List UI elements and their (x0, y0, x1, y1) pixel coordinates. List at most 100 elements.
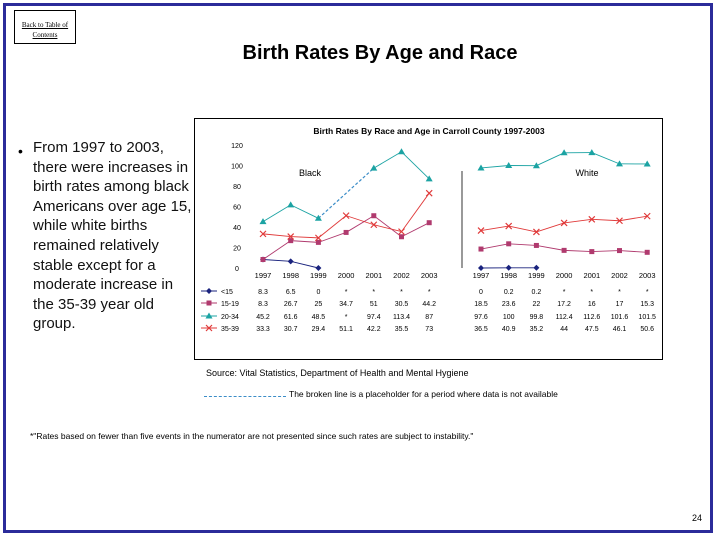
data-label-black-a35_39: 30.7 (284, 326, 298, 333)
data-label-black-a20_34: 48.5 (312, 314, 326, 321)
y-tick-label: 0 (235, 266, 239, 273)
white-a15_19-point (589, 249, 595, 255)
y-tick-label: 40 (233, 225, 241, 232)
white-a35_39-segment (480, 225, 509, 232)
black-a35_39-point (314, 234, 322, 242)
birth-rate-chart: Birth Rates By Race and Age in Carroll C… (201, 126, 656, 333)
data-label-black-a20_34: 97.4 (367, 314, 381, 321)
white-a20_34-point (505, 162, 513, 168)
data-label-black-a20_34: 87 (425, 314, 433, 321)
y-tick-label: 20 (233, 246, 241, 253)
data-label-white-a20_34: 97.6 (474, 314, 488, 321)
slide-frame (3, 3, 713, 533)
data-label-black-a35_39: 42.2 (367, 326, 381, 333)
white-lt15-point (478, 265, 484, 271)
white-a15_19-point (561, 247, 567, 253)
bullet-text: From 1997 to 2003, there were increases … (33, 139, 192, 333)
white-a15_19-point (533, 242, 539, 248)
white-a15_19-point (478, 246, 484, 252)
data-label-white-a35_39: 36.5 (474, 326, 488, 333)
black-a20_34-segment (373, 151, 402, 169)
x-tick-label: 2002 (611, 271, 628, 280)
data-label-black-a15_19: 25 (315, 301, 323, 308)
black-a15_19-point (426, 220, 432, 226)
data-label-black-lt15: * (400, 289, 403, 296)
black-a15_19-point (315, 239, 321, 245)
x-tick-label: 1997 (473, 271, 490, 280)
data-label-black-lt15: * (345, 289, 348, 296)
white-a35_39-segment (619, 215, 648, 222)
x-tick-label: 1997 (255, 271, 272, 280)
white-a20_34-point (477, 164, 485, 171)
x-tick-label: 2001 (583, 271, 600, 280)
black-a35_39-point (287, 233, 295, 240)
back-to-contents-link[interactable]: Back to Table of Contents (14, 10, 76, 44)
white-a35_39-point (616, 217, 623, 225)
data-label-white-a15_19: 16 (588, 301, 596, 308)
data-label-white-a15_19: 22 (533, 301, 541, 308)
black-lt15-point (315, 265, 322, 271)
data-label-black-a20_34: 61.6 (284, 314, 298, 321)
black-a20_34-segment (290, 204, 319, 219)
white-a35_39-segment (508, 225, 537, 233)
white-a20_34-point (643, 160, 651, 167)
black-a15_19-segment (373, 215, 402, 238)
black-a15_19-segment (262, 240, 291, 260)
black-a35_39-segment (318, 215, 347, 239)
x-tick-label: 2001 (365, 271, 382, 280)
data-label-black-a15_19: 30.5 (395, 301, 409, 308)
legend-lt15-marker (206, 288, 212, 294)
data-label-white-lt15: * (563, 289, 566, 296)
page-number: 24 (692, 513, 703, 523)
data-label-white-a15_19: 18.5 (474, 301, 488, 308)
black-a15_19-point (260, 256, 266, 262)
data-label-white-lt15: * (618, 289, 621, 296)
data-label-white-a20_34: 100 (503, 314, 515, 321)
source-note: Source: Vital Statistics, Department of … (206, 368, 469, 378)
data-label-white-a15_19: 17 (616, 301, 624, 308)
white-a15_19-segment (619, 250, 648, 253)
black-a35_39-point (370, 221, 378, 229)
y-tick-label: 80 (233, 184, 241, 191)
x-tick-label: 1998 (282, 271, 299, 280)
black-a20_34-point (314, 214, 322, 221)
data-label-white-a20_34: 99.8 (530, 314, 544, 321)
black-a20_34-point (370, 164, 378, 171)
black-a20_34-point (259, 218, 267, 225)
white-a35_39-segment (564, 218, 592, 224)
data-label-black-a15_19: 51 (370, 301, 378, 308)
black-a15_19-segment (318, 232, 347, 243)
white-a35_39-point (477, 227, 485, 235)
black-a20_34-segment (317, 167, 375, 219)
dashed-line-legend-sample (204, 396, 286, 397)
white-a35_39-point (588, 215, 596, 223)
data-label-black-lt15: * (428, 289, 431, 296)
black-a35_39-segment (373, 224, 402, 233)
black-a20_34-segment (262, 204, 291, 223)
black-a35_39-point (425, 189, 433, 197)
black-a15_19-point (343, 229, 349, 235)
data-label-black-a20_34: 113.4 (393, 314, 410, 321)
chart-title: Birth Rates By Race and Age in Carroll C… (313, 126, 544, 136)
black-a35_39-segment (290, 236, 319, 239)
dashed-line-legend-text: The broken line is a placeholder for a p… (289, 389, 558, 399)
white-a35_39-segment (536, 222, 565, 233)
panel-label-black: Black (299, 168, 322, 178)
data-label-white-a35_39: 40.9 (502, 326, 516, 333)
data-label-black-lt15: 8.3 (258, 289, 268, 296)
x-tick-label: 2000 (556, 271, 573, 280)
white-a15_19-point (506, 241, 512, 247)
data-label-white-a15_19: 15.3 (640, 301, 654, 308)
data-label-black-a15_19: 26.7 (284, 301, 298, 308)
legend-a35_39-marker (205, 324, 213, 332)
data-label-white-lt15: 0 (479, 289, 483, 296)
white-a15_19-segment (591, 250, 620, 253)
black-a15_19-point (288, 238, 294, 244)
y-tick-label: 100 (231, 164, 243, 171)
white-a20_34-segment (536, 152, 565, 167)
legend-a15_19-marker (206, 300, 212, 306)
white-a15_19-point (617, 248, 622, 254)
legend-a15_19-label: 15-19 (221, 301, 239, 308)
data-label-black-a35_39: 73 (425, 326, 433, 333)
white-a15_19-segment (480, 243, 509, 250)
